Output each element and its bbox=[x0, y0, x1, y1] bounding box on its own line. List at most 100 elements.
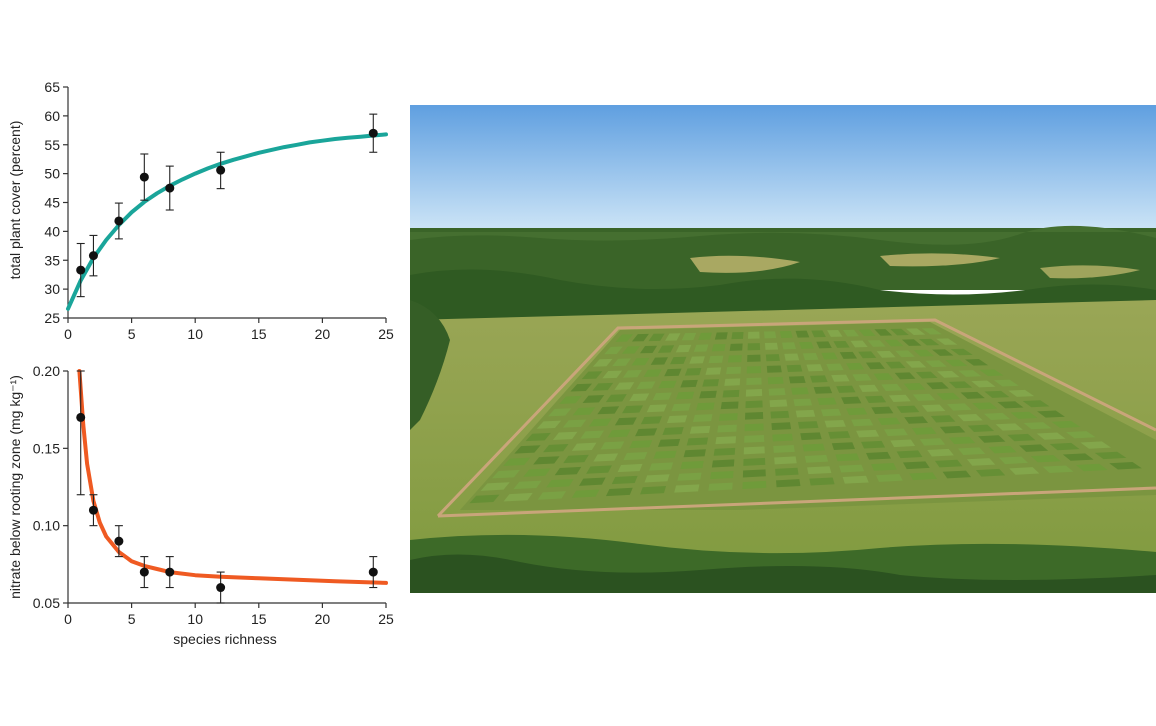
field-plot bbox=[675, 344, 692, 353]
field-plot bbox=[652, 392, 672, 401]
field-plot bbox=[646, 404, 667, 413]
field-plot bbox=[675, 391, 695, 400]
field-plot bbox=[592, 358, 613, 367]
field-plot bbox=[841, 396, 862, 405]
field-plot bbox=[824, 419, 846, 428]
field-plot bbox=[662, 427, 684, 435]
field-plot bbox=[643, 369, 662, 378]
field-plot bbox=[674, 484, 700, 493]
field-plot bbox=[746, 366, 762, 374]
field-plot bbox=[623, 452, 648, 461]
field-plot bbox=[903, 383, 926, 391]
field-plot bbox=[648, 333, 665, 342]
field-plot bbox=[514, 445, 541, 454]
field-plot bbox=[902, 461, 930, 470]
field-plot bbox=[871, 462, 897, 471]
field-plot bbox=[770, 410, 790, 419]
field-plot bbox=[905, 328, 926, 335]
field-plot bbox=[570, 383, 592, 392]
field-plot bbox=[828, 431, 851, 439]
field-plot bbox=[724, 378, 741, 386]
field-plot bbox=[640, 416, 663, 425]
field-plot bbox=[622, 405, 644, 414]
field-plot bbox=[702, 379, 720, 387]
field-plot bbox=[909, 472, 937, 481]
field-plot bbox=[680, 460, 704, 470]
field-plot bbox=[744, 434, 765, 443]
y-tick-label: 25 bbox=[44, 310, 60, 326]
field-plot bbox=[480, 482, 510, 491]
field-plot bbox=[559, 395, 582, 404]
field-plot bbox=[571, 442, 597, 451]
field-plot bbox=[1075, 463, 1108, 472]
field-plot bbox=[765, 354, 780, 362]
field-plot bbox=[958, 370, 982, 377]
field-plot bbox=[1030, 454, 1061, 463]
field-plot bbox=[708, 482, 733, 491]
field-plot bbox=[1010, 411, 1038, 419]
field-plot bbox=[948, 381, 973, 389]
field-plot bbox=[826, 363, 844, 371]
field-plot bbox=[972, 402, 998, 410]
field-plot bbox=[921, 404, 946, 412]
field-plot bbox=[683, 449, 706, 458]
y-tick-label: 60 bbox=[44, 108, 60, 124]
field-plot bbox=[804, 454, 829, 463]
field-plot bbox=[979, 369, 1004, 377]
field-plot bbox=[894, 372, 916, 380]
field-plot bbox=[563, 454, 589, 464]
data-point bbox=[139, 567, 149, 577]
field-plot bbox=[839, 464, 865, 473]
field-plot bbox=[885, 361, 906, 369]
field-plot bbox=[665, 333, 681, 341]
field-plot bbox=[774, 456, 797, 465]
y-axis-label: nitrate below rooting zone (mg kg⁻¹) bbox=[7, 375, 23, 599]
field-plot bbox=[960, 391, 985, 399]
field-plot bbox=[873, 373, 894, 381]
field-plot bbox=[1019, 444, 1049, 452]
data-point bbox=[114, 216, 124, 226]
field-plot bbox=[766, 365, 782, 373]
field-plot bbox=[742, 469, 766, 478]
field-plot bbox=[884, 339, 904, 347]
field-plot bbox=[936, 338, 958, 345]
x-tick-label: 20 bbox=[315, 326, 331, 342]
field-plot bbox=[881, 383, 903, 392]
field-plot bbox=[866, 451, 892, 460]
y-tick-label: 35 bbox=[44, 252, 60, 268]
field-plot bbox=[1094, 451, 1127, 460]
data-point bbox=[368, 567, 378, 577]
field-plot bbox=[835, 453, 860, 462]
field-plot bbox=[871, 406, 894, 415]
field-plot bbox=[727, 355, 742, 363]
field-plot bbox=[782, 342, 796, 350]
field-plot bbox=[718, 413, 738, 421]
field-plot bbox=[533, 456, 560, 465]
field-plot bbox=[711, 343, 726, 352]
field-plot bbox=[950, 348, 973, 356]
field-plot bbox=[806, 364, 824, 372]
field-plot bbox=[729, 343, 743, 351]
field-plot bbox=[588, 418, 612, 427]
field-plot bbox=[671, 403, 691, 412]
field-plot bbox=[1051, 420, 1081, 428]
field-plot bbox=[1065, 431, 1096, 439]
field-plot bbox=[653, 450, 677, 459]
field-plot bbox=[747, 331, 760, 339]
field-plot bbox=[942, 470, 972, 479]
field-plot bbox=[912, 393, 936, 401]
field-plot bbox=[1009, 467, 1040, 475]
x-tick-label: 10 bbox=[187, 611, 203, 627]
field-plot bbox=[995, 423, 1023, 431]
field-plot bbox=[896, 405, 920, 413]
field-plot bbox=[768, 388, 786, 396]
y-tick-label: 55 bbox=[44, 137, 60, 153]
field-plot bbox=[851, 418, 874, 427]
field-plot bbox=[876, 350, 896, 358]
field-plot bbox=[930, 415, 956, 423]
field-plot bbox=[858, 329, 876, 337]
field-plot bbox=[640, 486, 667, 495]
field-plot bbox=[772, 433, 793, 442]
field-plot bbox=[698, 332, 712, 340]
field-plot bbox=[681, 332, 697, 341]
